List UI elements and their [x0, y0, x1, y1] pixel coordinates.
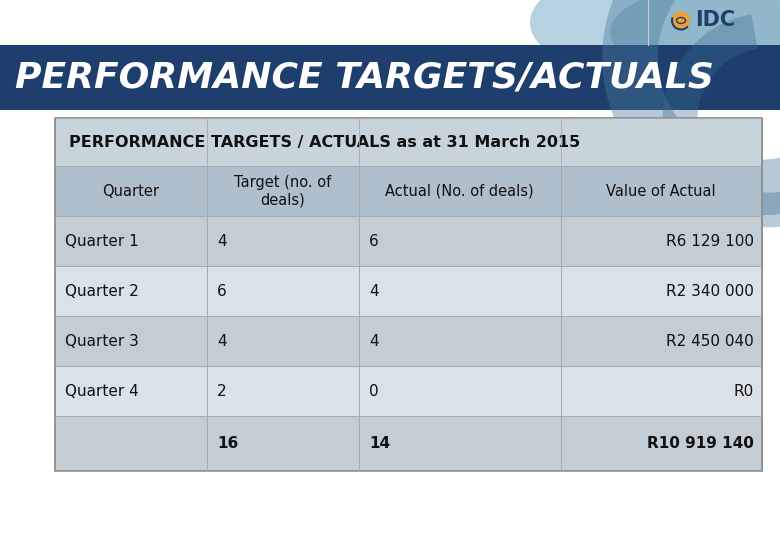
Text: 6: 6: [217, 284, 227, 299]
Bar: [561, 266, 762, 316]
Bar: [55, 166, 207, 216]
Text: 6: 6: [369, 233, 379, 248]
Ellipse shape: [610, 0, 780, 78]
Text: Actual (No. of deals): Actual (No. of deals): [385, 184, 534, 199]
Text: 14: 14: [369, 436, 390, 451]
Text: 0: 0: [369, 383, 378, 399]
Bar: [359, 316, 561, 366]
Bar: [359, 216, 561, 266]
Text: R6 129 100: R6 129 100: [666, 233, 754, 248]
Text: Quarter 4: Quarter 4: [65, 383, 139, 399]
Bar: [55, 316, 207, 366]
Bar: [55, 118, 762, 166]
Text: R10 919 140: R10 919 140: [647, 436, 754, 451]
Bar: [207, 416, 359, 471]
Bar: [0, 45, 780, 110]
Bar: [359, 366, 561, 416]
Bar: [561, 166, 762, 216]
Bar: [359, 166, 561, 216]
Bar: [561, 366, 762, 416]
Text: Quarter 2: Quarter 2: [65, 284, 139, 299]
Text: 4: 4: [217, 233, 227, 248]
Text: PERFORMANCE TARGETS/ACTUALS: PERFORMANCE TARGETS/ACTUALS: [15, 60, 714, 94]
Bar: [207, 266, 359, 316]
Bar: [359, 416, 561, 471]
Circle shape: [672, 11, 690, 30]
Text: Quarter 3: Quarter 3: [65, 334, 139, 348]
Ellipse shape: [530, 0, 780, 83]
Text: 2: 2: [217, 383, 227, 399]
Bar: [359, 266, 561, 316]
Text: 4: 4: [217, 334, 227, 348]
Text: 4: 4: [369, 334, 378, 348]
Text: R2 340 000: R2 340 000: [666, 284, 754, 299]
Bar: [55, 118, 762, 471]
Text: Target (no. of
deals): Target (no. of deals): [234, 175, 332, 207]
Text: PERFORMANCE TARGETS / ACTUALS as at 31 March 2015: PERFORMANCE TARGETS / ACTUALS as at 31 M…: [69, 134, 580, 150]
Bar: [561, 316, 762, 366]
Bar: [55, 266, 207, 316]
Bar: [561, 216, 762, 266]
Text: 4: 4: [369, 284, 378, 299]
Bar: [207, 216, 359, 266]
Text: Value of Actual: Value of Actual: [606, 184, 716, 199]
Bar: [207, 166, 359, 216]
Bar: [561, 416, 762, 471]
Bar: [55, 366, 207, 416]
Text: R2 450 040: R2 450 040: [666, 334, 754, 348]
Bar: [0, 0, 780, 45]
Text: Quarter: Quarter: [102, 184, 159, 199]
Bar: [55, 216, 207, 266]
Bar: [207, 316, 359, 366]
Text: Quarter 1: Quarter 1: [65, 233, 139, 248]
Bar: [55, 416, 207, 471]
Text: R0: R0: [734, 383, 754, 399]
Bar: [207, 366, 359, 416]
Text: IDC: IDC: [695, 10, 735, 30]
Text: 16: 16: [217, 436, 238, 451]
